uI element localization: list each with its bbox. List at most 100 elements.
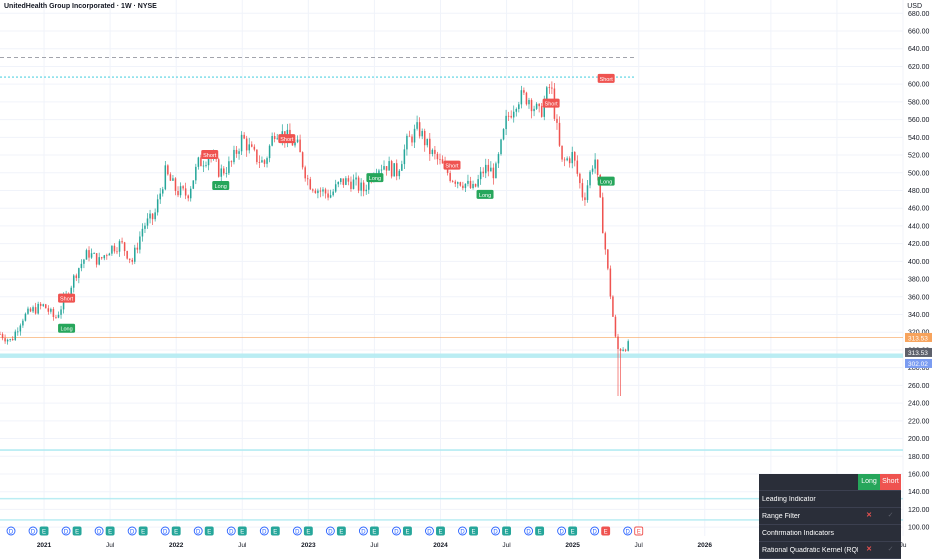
candle-body (383, 166, 385, 170)
signal-label-text: Long (479, 193, 491, 199)
candle-body (151, 213, 154, 220)
cross-icon: ✕ (866, 546, 872, 553)
candle-body (467, 180, 469, 184)
candle-body (118, 241, 121, 252)
y-axis-tick-label: 540.00 (908, 135, 930, 142)
signal-label-text: Short (60, 297, 74, 303)
y-axis-tick-label: 140.00 (908, 489, 930, 496)
candle-body (177, 190, 179, 196)
y-axis-tick-label: 480.00 (908, 188, 930, 195)
dividend-event-text: D (427, 529, 432, 535)
candle-body (55, 316, 57, 318)
candle-body (398, 170, 401, 177)
candle-body (563, 159, 566, 161)
y-axis-tick-label: 280.00 (908, 365, 930, 372)
candle-body (528, 99, 530, 105)
earnings-event-icon (634, 526, 644, 536)
y-axis-tick-label: 500.00 (908, 170, 930, 177)
candle-body (131, 259, 134, 262)
earnings-event-text: E (438, 529, 442, 535)
candle-body (95, 253, 98, 265)
candle-body (126, 251, 128, 259)
candle-body (93, 253, 95, 254)
candle-body (360, 182, 362, 191)
candle-body (162, 189, 164, 194)
candle-body (345, 178, 347, 185)
candle-body (4, 338, 6, 342)
earnings-event-icon (39, 526, 49, 536)
candle-body (6, 339, 9, 342)
earnings-event-text: E (538, 529, 542, 535)
candle-body (235, 149, 238, 154)
candle-body (88, 250, 90, 258)
candle-body (304, 167, 306, 179)
candle-body (296, 139, 299, 143)
candle-body (238, 151, 240, 154)
candle-body (27, 308, 29, 314)
y-axis-tick-label: 660.00 (908, 29, 930, 36)
x-axis-tick-label: 2021 (37, 542, 52, 549)
candle-body (17, 331, 19, 333)
candle-body (123, 242, 126, 252)
candle-body (253, 146, 256, 150)
candle-body (540, 106, 543, 117)
support-zone (0, 353, 903, 358)
candle-body (535, 103, 538, 109)
chart-title: UnitedHealth Group Incorporated · 1W · N… (4, 3, 157, 10)
candle-body (533, 108, 535, 112)
candle-body (357, 177, 360, 191)
signal-label-text: Short (600, 77, 614, 83)
dividend-event-icon (590, 526, 600, 536)
candle-body (601, 197, 604, 234)
candle-body (263, 160, 266, 164)
candle-body (576, 160, 579, 174)
dividend-event-text: D (493, 529, 498, 535)
candle-body (172, 178, 174, 181)
cross-icon: ✕ (866, 512, 872, 519)
candle-body (462, 185, 464, 189)
candle-body (362, 182, 365, 192)
candle-body (312, 189, 314, 191)
dividend-event-icon (425, 526, 434, 536)
signal-label-text: Short (203, 153, 217, 159)
earnings-event-icon (138, 526, 148, 536)
signal-label-long (597, 176, 615, 186)
candle-body (80, 263, 83, 269)
candle-body (327, 193, 329, 198)
candle-body (401, 164, 403, 171)
dividend-event-text: D (31, 529, 36, 535)
candle-body (502, 129, 505, 140)
earnings-event-text: E (141, 529, 145, 535)
indicator-row-label: Range Filter (762, 512, 801, 520)
signal-label-long (212, 181, 230, 191)
dividend-event-icon (391, 526, 401, 536)
candle-body (202, 165, 205, 167)
y-axis-tick-label: 380.00 (908, 277, 930, 284)
candle-body (268, 145, 271, 159)
candle-body (342, 178, 345, 185)
check-icon: ✓ (887, 512, 894, 519)
candle-body (70, 287, 72, 296)
earnings-event-icon (72, 526, 82, 536)
support-zone (0, 497, 903, 500)
candle-body (388, 161, 390, 171)
candle-body (319, 190, 322, 192)
indicator-row-label: Confirmation Indicators (762, 529, 834, 537)
candle-body (464, 183, 467, 189)
x-axis-tick-label: Jul (106, 542, 115, 549)
currency-label[interactable]: USD (907, 3, 922, 10)
dividend-event-icon (491, 526, 500, 536)
candle-body (436, 153, 439, 160)
candle-body (139, 236, 141, 250)
candle-body (624, 349, 627, 351)
candle-body (141, 228, 144, 237)
candle-body (98, 257, 100, 265)
earnings-event-icon (204, 526, 214, 536)
candle-body (266, 158, 268, 164)
y-axis-tick-label: 640.00 (908, 46, 930, 53)
earnings-event-icon (369, 526, 379, 536)
y-axis-tick-label: 360.00 (908, 294, 930, 301)
candle-body (520, 90, 523, 105)
candle-body (276, 138, 278, 140)
